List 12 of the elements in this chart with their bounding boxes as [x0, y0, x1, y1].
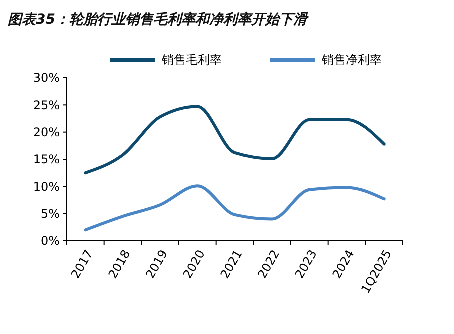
- y-tick-label: 25%: [33, 98, 60, 112]
- y-tick-label: 15%: [33, 152, 60, 167]
- legend-label: 销售毛利率: [161, 53, 222, 68]
- chart-title: 图表35：轮胎行业销售毛利率和净利率开始下滑: [8, 11, 310, 28]
- legend-label: 销售净利率: [321, 53, 382, 68]
- line-series: [84, 105, 386, 175]
- y-tick-label: 0%: [40, 234, 60, 248]
- y-tick-label: 30%: [33, 71, 60, 86]
- y-tick-label: 20%: [33, 126, 60, 140]
- y-tick-label: 10%: [33, 180, 60, 194]
- line-series: [84, 184, 386, 232]
- y-tick-label: 5%: [40, 207, 60, 222]
